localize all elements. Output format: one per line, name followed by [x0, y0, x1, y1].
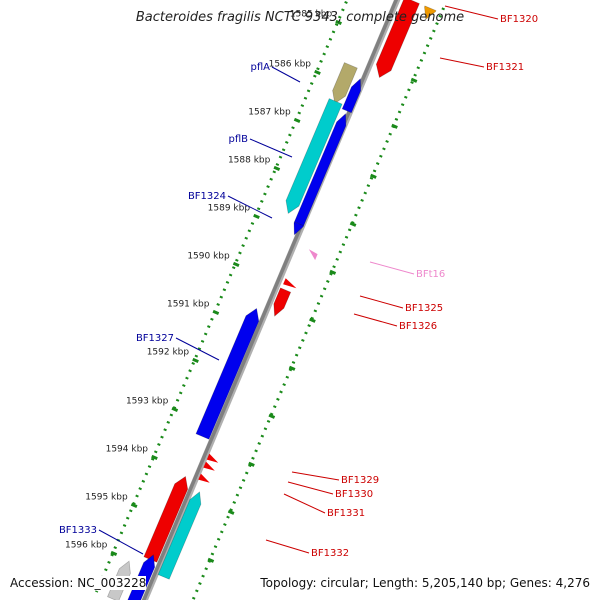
ruler-tick: [130, 502, 138, 509]
ruler-tick: [151, 454, 158, 461]
leader-line: [283, 493, 326, 514]
gene-label: BF1333: [59, 525, 97, 536]
ruler-tick: [171, 406, 179, 413]
ruler-tick: [288, 365, 296, 371]
gene-arrow-bf1332: [157, 491, 202, 580]
tick-label: 1593 kbp: [126, 397, 169, 407]
ruler-tick: [410, 77, 418, 83]
tick-label: 1595 kbp: [85, 493, 128, 503]
gene-label: BF1331: [327, 508, 365, 519]
gene-arrow-bf1331: [143, 475, 189, 563]
ruler-tick: [370, 173, 377, 179]
gene-label: BF1330: [335, 489, 373, 500]
gene-arrow-small-red: [206, 453, 219, 463]
ruler-right-dotted: [191, 7, 445, 600]
tick-label: 1587 kbp: [248, 108, 291, 118]
ruler-tick: [268, 413, 276, 419]
gene-arrow-small-red: [198, 473, 210, 483]
ruler-left-dotted: [95, 0, 349, 593]
ruler-tick: [273, 165, 281, 172]
tick-label: 1590 kbp: [187, 252, 230, 262]
leader-line: [359, 295, 404, 309]
leader-line: [439, 57, 485, 68]
ruler-tick: [212, 309, 220, 316]
tick-label: 1586 kbp: [269, 60, 312, 70]
ruler-tick: [293, 117, 301, 124]
gene-label: BF1320: [500, 14, 538, 25]
gene-arrow-bf1324: [293, 113, 347, 227]
gene-label: BF1325: [405, 303, 443, 314]
gene-arrow-bf1320: [424, 5, 437, 20]
ruler-tick: [391, 123, 398, 129]
gene-label: pflA: [251, 62, 271, 73]
ruler-tick: [248, 461, 255, 467]
gene-label: BF1332: [311, 548, 349, 559]
tick-label: 1589 kbp: [208, 204, 251, 214]
ruler-tick: [335, 19, 342, 26]
gene-arrow-pflb: [285, 98, 343, 214]
tick-label: 1588 kbp: [228, 156, 271, 166]
gene-label: BFt16: [416, 269, 445, 280]
gene-arrow-small-red: [203, 461, 215, 471]
gene-label: BF1326: [399, 321, 437, 332]
leader-line: [98, 529, 144, 555]
ruler-tick: [227, 509, 235, 515]
gene-arrow-small-red: [283, 278, 297, 289]
leader-line: [175, 337, 220, 361]
gene-label: pflB: [228, 134, 248, 145]
ruler-tick: [110, 550, 118, 557]
leader-line: [369, 261, 415, 275]
leader-line: [291, 471, 340, 481]
ruler-tick: [253, 213, 260, 220]
gene-label: BF1324: [188, 191, 226, 202]
tick-label: 1591 kbp: [167, 300, 210, 310]
leader-line: [287, 481, 334, 495]
ruler-tick: [349, 221, 357, 227]
leader-line: [227, 195, 273, 219]
leader-line: [271, 66, 301, 83]
ruler-tick: [309, 317, 316, 323]
ruler-tick: [232, 261, 240, 268]
tick-label: 1592 kbp: [147, 348, 190, 358]
gene-arrow-bf1327: [195, 307, 260, 440]
leader-line: [444, 5, 499, 20]
ruler-tick: [192, 357, 199, 364]
gene-label: BF1321: [486, 62, 524, 73]
gene-arrow-bf1326: [273, 287, 292, 317]
gene-arrow-pfla: [341, 78, 362, 114]
tick-label: 1596 kbp: [65, 541, 108, 551]
gene-arrow-bf1321: [375, 0, 420, 79]
trna-bft16: [308, 249, 318, 261]
gene-arrow-small-blue: [293, 221, 305, 236]
ruler-tick: [314, 69, 321, 76]
gene-arrow-pfla-olive: [332, 62, 358, 104]
leader-line: [353, 313, 398, 327]
leader-line: [249, 138, 293, 158]
tick-label: 1585 kbp: [290, 10, 333, 20]
gene-label: BF1329: [341, 475, 379, 486]
leader-line: [265, 539, 310, 554]
accession-text: Accession: NC_003228: [10, 576, 147, 590]
gene-label: BF1327: [136, 333, 174, 344]
genome-summary: Topology: circular; Length: 5,205,140 bp…: [260, 576, 590, 590]
ruler-tick: [329, 269, 337, 275]
ruler-tick: [207, 557, 215, 563]
map-title: Bacteroides fragilis NCTC 9343, complete…: [135, 10, 465, 25]
tick-label: 1594 kbp: [106, 445, 149, 455]
